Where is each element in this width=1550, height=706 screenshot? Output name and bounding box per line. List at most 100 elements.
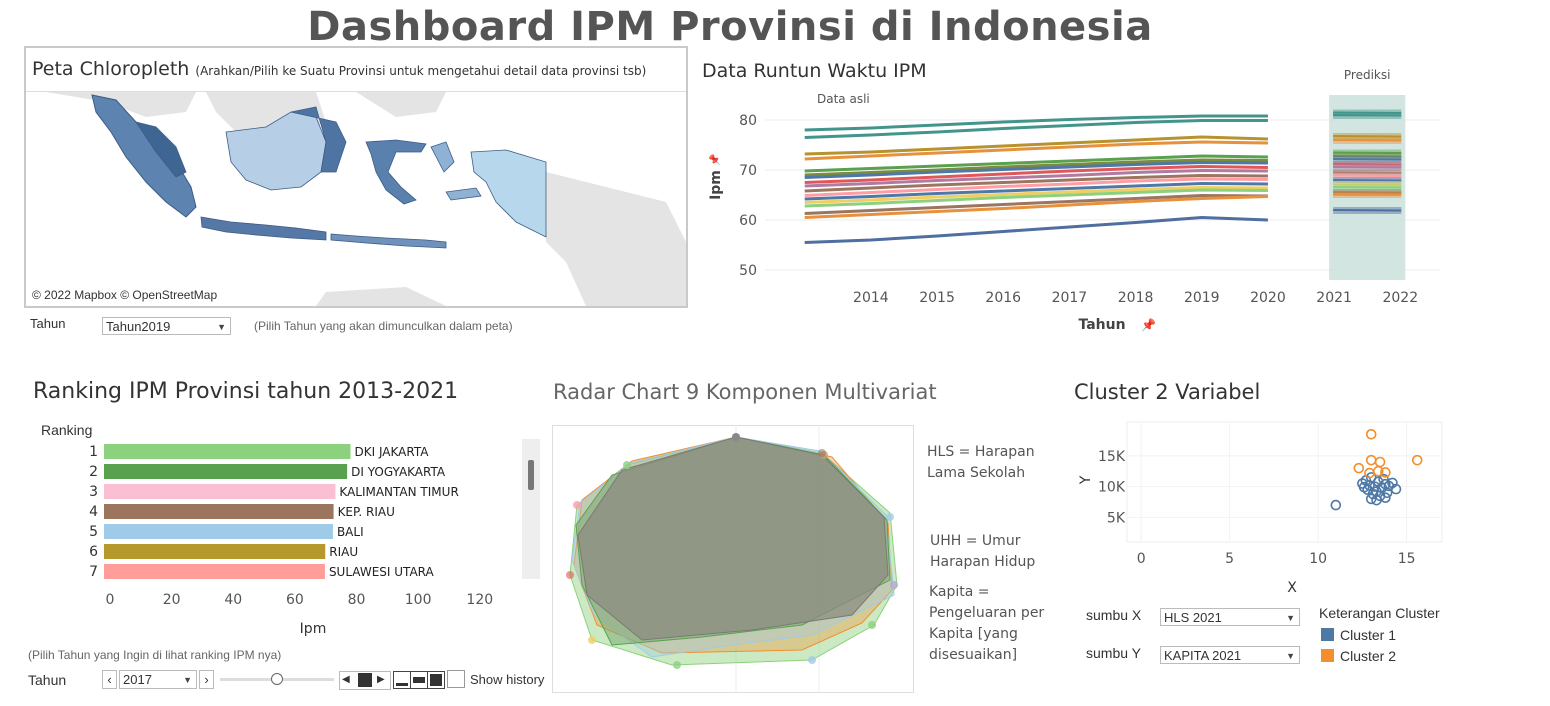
forecast-line[interactable] [1333, 166, 1402, 169]
series-line[interactable] [804, 140, 1268, 161]
radar-chart[interactable] [552, 425, 914, 693]
ranking-bar[interactable] [104, 564, 325, 579]
ranking-bar[interactable] [104, 504, 334, 519]
next-button[interactable]: › [199, 670, 214, 689]
scrollbar-thumb[interactable] [528, 460, 534, 490]
series-line[interactable] [804, 195, 1268, 219]
legend-cluster-1[interactable]: Cluster 1 [1321, 627, 1396, 643]
forecast-line[interactable] [1333, 186, 1402, 189]
series-line[interactable] [804, 158, 1268, 177]
scatter-point[interactable] [1411, 454, 1423, 466]
ranking-bar-chart[interactable]: 1 DKI JAKARTA 2 DI YOGYAKARTA 3 KALIMANTAN TI… [70, 436, 545, 646]
scatter-point[interactable] [1372, 465, 1384, 477]
forecast-line[interactable] [1333, 193, 1402, 196]
map-province-sulawesi[interactable] [365, 139, 427, 205]
series-line[interactable] [804, 185, 1268, 204]
radar-point[interactable] [573, 501, 581, 509]
indonesia-map[interactable] [26, 92, 686, 306]
forecast-line[interactable] [1333, 114, 1402, 117]
pin-icon[interactable]: 📌 [708, 153, 721, 166]
speed-slow-icon[interactable] [393, 671, 411, 689]
map-year-select[interactable]: Tahun2019 ▼ [102, 317, 231, 335]
speed-medium-icon[interactable] [410, 671, 428, 689]
radar-polygon[interactable] [577, 436, 889, 641]
forecast-line[interactable] [1333, 139, 1402, 142]
series-line[interactable] [804, 193, 1268, 215]
series-line[interactable] [804, 114, 1268, 132]
scatter-point[interactable] [1378, 473, 1389, 485]
radar-point[interactable] [623, 461, 631, 469]
radar-point[interactable] [566, 571, 574, 579]
ranking-bar[interactable] [104, 544, 326, 559]
timeseries-chart[interactable]: 50 60 70 80 2014 2015 2016 2017 2018 2019 2020 2021… [700, 60, 1460, 345]
series-line[interactable] [804, 160, 1268, 179]
sumbu-x-select[interactable]: HLS 2021 ▼ [1160, 608, 1300, 626]
forecast-line[interactable] [1333, 174, 1402, 177]
ranking-bar[interactable] [104, 464, 348, 479]
radar-point[interactable] [673, 661, 681, 669]
scatter-point[interactable] [1365, 493, 1377, 505]
radar-point[interactable] [818, 449, 826, 457]
forecast-line[interactable] [1333, 171, 1402, 174]
legend-cluster-2[interactable]: Cluster 2 [1321, 648, 1396, 664]
forecast-line[interactable] [1333, 111, 1402, 114]
scatter-point[interactable] [1380, 467, 1391, 478]
ranking-bar[interactable] [104, 524, 333, 539]
series-line[interactable] [804, 164, 1268, 184]
cluster-scatter-chart[interactable]: 5K 10K 15K 0 5 10 15 X Y [1072, 414, 1452, 599]
ranking-bar[interactable] [104, 444, 351, 459]
stop-icon[interactable] [358, 673, 372, 687]
forecast-line[interactable] [1333, 151, 1402, 154]
series-line[interactable] [804, 215, 1268, 244]
series-line[interactable] [804, 173, 1268, 193]
year-slider-handle[interactable] [271, 673, 283, 685]
scatter-point[interactable] [1365, 429, 1377, 440]
map-province-papua[interactable] [470, 149, 547, 238]
scatter-point[interactable] [1358, 481, 1370, 493]
previous-button[interactable]: ‹ [102, 670, 117, 689]
radar-point[interactable] [732, 433, 740, 441]
map-province-maluku[interactable] [430, 141, 455, 173]
speed-fast-icon[interactable] [427, 671, 445, 689]
scatter-point[interactable] [1390, 483, 1402, 495]
sumbu-y-select[interactable]: KAPITA 2021 ▼ [1160, 646, 1300, 664]
scrollbar-track[interactable] [522, 439, 540, 579]
series-line[interactable] [804, 177, 1268, 197]
forecast-line[interactable] [1333, 191, 1402, 194]
scatter-point[interactable] [1381, 487, 1393, 499]
forecast-line[interactable] [1333, 179, 1402, 182]
series-line[interactable] [804, 168, 1268, 188]
radar-point[interactable] [886, 513, 894, 521]
forecast-line[interactable] [1333, 183, 1402, 186]
scatter-point[interactable] [1380, 492, 1391, 503]
map-province-riau[interactable] [135, 121, 187, 178]
forecast-line[interactable] [1333, 158, 1402, 161]
scatter-point[interactable] [1374, 456, 1386, 468]
series-line[interactable] [804, 188, 1268, 208]
choropleth-map-panel[interactable]: Peta Chloropleth (Arahkan/Pilih ke Suatu… [24, 46, 688, 308]
map-province-java[interactable] [200, 216, 327, 241]
play-icon[interactable]: ▶ [377, 674, 385, 685]
ranking-year-select[interactable]: 2017 ▼ [119, 670, 197, 689]
playback-controls[interactable]: ◀ ▶ [339, 671, 391, 690]
forecast-line[interactable] [1333, 155, 1402, 158]
map-province-maluku[interactable] [445, 187, 482, 201]
series-line[interactable] [804, 154, 1268, 173]
radar-point[interactable] [868, 621, 876, 629]
series-line[interactable] [804, 119, 1268, 139]
step-back-icon[interactable]: ◀ [342, 674, 350, 685]
forecast-line[interactable] [1333, 163, 1402, 166]
scatter-point[interactable] [1365, 454, 1377, 466]
map-province-kalimantan-timur[interactable] [290, 106, 347, 173]
radar-point[interactable] [890, 581, 898, 589]
pin-icon[interactable]: 📌 [1141, 317, 1156, 332]
forecast-line[interactable] [1333, 135, 1402, 138]
scatter-point[interactable] [1330, 499, 1342, 511]
ranking-bar[interactable] [104, 484, 336, 499]
forecast-line[interactable] [1333, 209, 1402, 212]
map-province-nusa-tenggara[interactable] [330, 233, 447, 249]
radar-point[interactable] [588, 636, 596, 644]
radar-point[interactable] [808, 656, 816, 664]
scatter-point[interactable] [1353, 462, 1365, 474]
show-history-checkbox[interactable] [447, 670, 465, 688]
